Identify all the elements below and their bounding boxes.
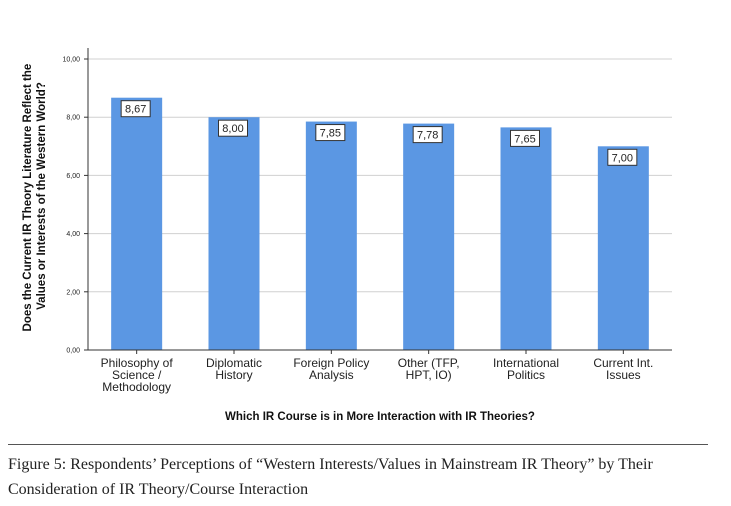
category-label-line: Foreign Policy [293,356,369,370]
y-axis-title-line-1: Does the Current IR Theory Literature Re… [22,64,34,332]
category-label-line: Diplomatic [206,356,262,370]
category-label: Philosophy of Science / Methodology [101,356,174,394]
category-label-line: Science / [112,368,162,382]
y-tick-label: 8,00 [66,115,80,122]
data-label-box [607,148,638,166]
bars [111,97,649,351]
category-label-line: Philosophy of [101,356,174,370]
bar [305,121,357,350]
data-label: 8,67 [125,104,146,116]
axes [87,48,672,351]
category-label: Foreign Policy Analysis [293,356,369,382]
x-axis-title: Which IR Course is in More Interaction w… [225,411,535,423]
data-label: 8,00 [222,123,243,135]
data-label-box [412,126,443,144]
data-label-box [315,124,346,142]
y-tick-label: 0,00 [66,348,80,355]
y-axis-title: Does the Current IR Theory Literature Re… [22,61,48,332]
category-label-line: Analysis [309,368,354,382]
data-label: 7,78 [417,130,438,142]
data-label-box [218,119,248,137]
y-tick-label: 2,00 [66,289,80,296]
category-label: Current Int. Issues [593,356,653,382]
bar [111,97,163,350]
category-label-line: HPT, IO) [406,368,452,382]
category-label: Other (TFP, HPT, IO) [398,356,460,382]
category-label: International Politics [493,356,559,382]
data-label-box [120,100,151,118]
gridlines [84,58,672,354]
labels: 0,00 2,00 4,00 6,00 8,00 10,00 8,67 Philosophy … [62,57,653,395]
bar [403,123,455,351]
bar [208,117,260,350]
y-tick-label: 4,00 [66,231,80,238]
category-label-line: International [493,356,559,370]
category-label-line: Other (TFP, [398,356,460,370]
category-label-line: Methodology [102,380,171,394]
bar [597,146,649,350]
data-label: 7,85 [320,128,341,140]
figure-caption: Figure 5: Respondents’ Perceptions of “W… [8,456,653,498]
data-label-box [510,129,540,147]
data-label: 7,65 [514,133,535,145]
y-tick-label: 6,00 [66,173,80,180]
data-label: 7,00 [612,152,633,164]
category-label-line: History [215,368,252,382]
category-label-line: Current Int. [593,356,653,370]
y-tick-label: 10,00 [62,57,80,64]
y-axis-title-line-2: Values or Interests of the Western World… [36,82,48,310]
caption-divider [8,444,708,445]
category-label-line: Issues [606,368,641,382]
category-label-line: Politics [507,368,545,382]
bar [500,127,552,350]
bar-chart: 0,00 2,00 4,00 6,00 8,00 10,00 8,67 Philosophy … [22,48,672,423]
category-label: Diplomatic History [206,356,262,382]
